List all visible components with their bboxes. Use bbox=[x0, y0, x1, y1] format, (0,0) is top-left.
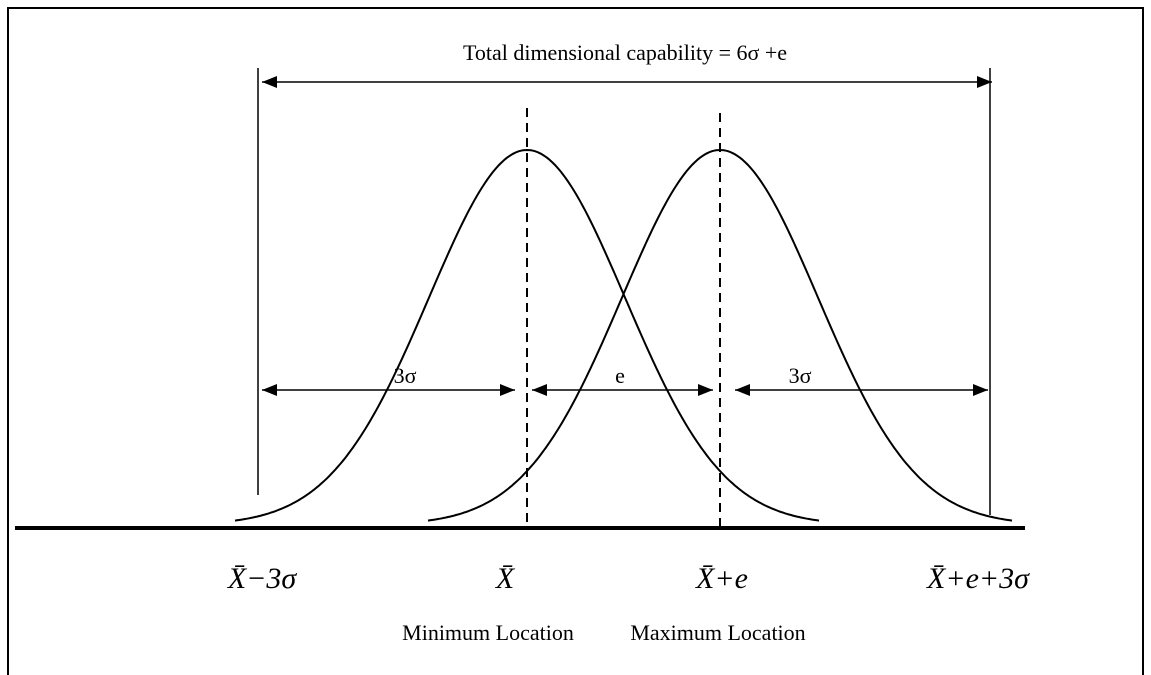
title: Total dimensional capability = 6σ +e bbox=[463, 40, 787, 65]
curves bbox=[234, 148, 1013, 522]
normal-curve bbox=[234, 148, 820, 522]
frame bbox=[7, 7, 1144, 675]
axis-label: X̄+e bbox=[695, 562, 748, 595]
span-label: 3σ bbox=[789, 363, 812, 388]
axis-label: X̄ bbox=[495, 562, 516, 595]
span-label: 3σ bbox=[394, 363, 417, 388]
span-label: e bbox=[615, 363, 625, 388]
axis-label: X̄+e+3σ bbox=[926, 562, 1030, 595]
location-label: Maximum Location bbox=[630, 620, 805, 645]
axis-label: X̄−3σ bbox=[227, 562, 298, 595]
location-label: Minimum Location bbox=[402, 620, 574, 645]
